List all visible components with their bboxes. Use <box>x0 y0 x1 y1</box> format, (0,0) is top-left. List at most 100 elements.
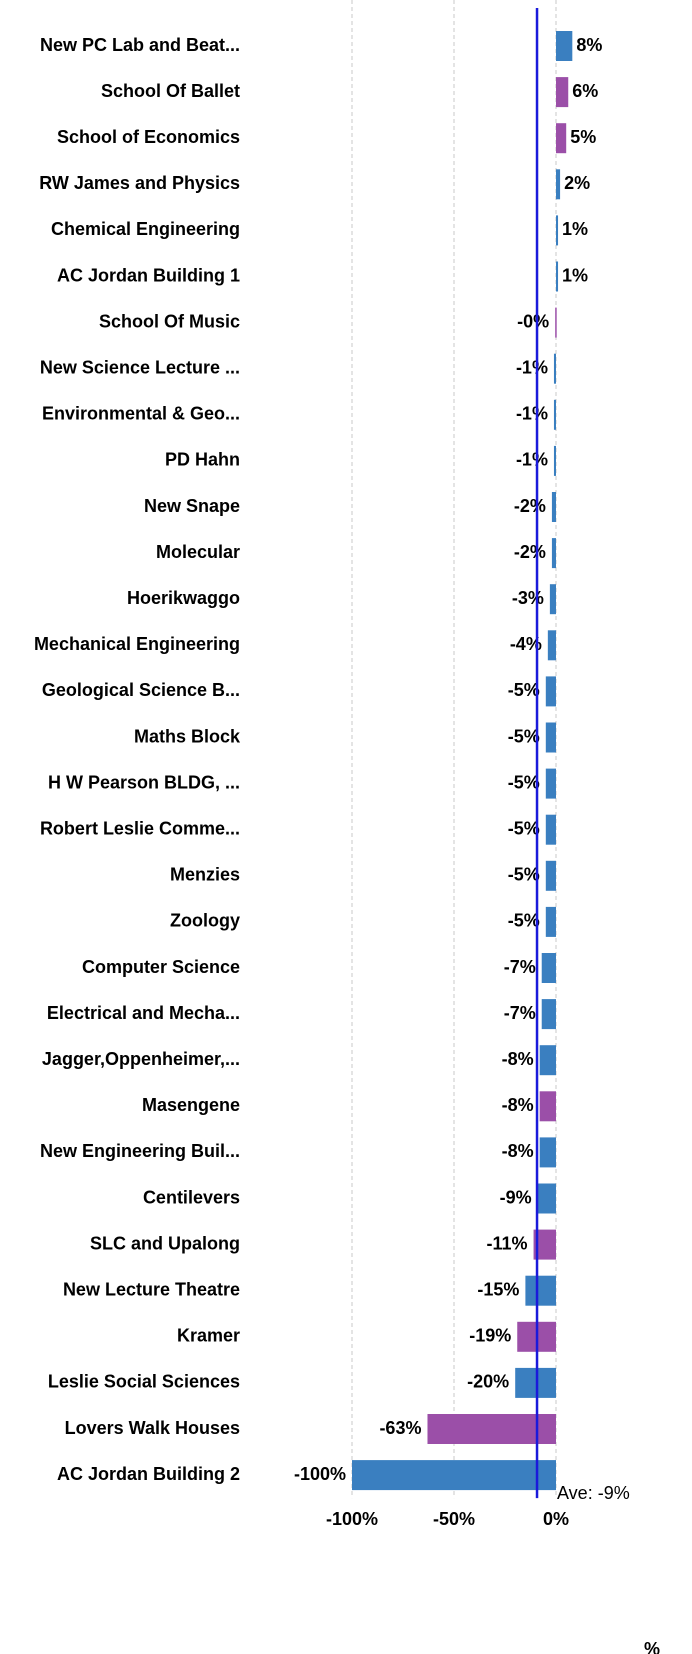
bar <box>545 722 556 753</box>
category-label: Jagger,Oppenheimer,... <box>42 1049 240 1069</box>
average-label: Ave: -9% <box>557 1483 630 1503</box>
bar <box>556 215 559 246</box>
bar <box>515 1367 556 1398</box>
value-label: -5% <box>508 726 540 746</box>
bar <box>549 584 556 615</box>
bar <box>427 1414 556 1444</box>
category-label: Computer Science <box>82 957 240 977</box>
value-label: -1% <box>516 357 548 377</box>
value-label: -4% <box>510 634 542 654</box>
bar <box>553 353 556 384</box>
category-label: Geological Science B... <box>42 680 240 700</box>
value-label: -7% <box>504 1003 536 1023</box>
category-label: Lovers Walk Houses <box>65 1418 240 1438</box>
value-label: -5% <box>508 772 540 792</box>
value-label: -9% <box>500 1187 532 1207</box>
bar <box>541 999 556 1030</box>
category-label: Zoology <box>170 911 240 931</box>
bar <box>553 399 556 430</box>
bar <box>556 261 559 292</box>
category-label: Mechanical Engineering <box>34 634 240 654</box>
category-label: Electrical and Mecha... <box>47 1003 240 1023</box>
bar <box>547 630 556 661</box>
bar <box>556 123 567 154</box>
bar <box>545 814 556 845</box>
category-label: New Engineering Buil... <box>40 1141 240 1161</box>
category-label: Hoerikwaggo <box>127 588 240 608</box>
category-label: New PC Lab and Beat... <box>40 35 240 55</box>
category-label: Centilevers <box>143 1187 240 1207</box>
bar <box>539 1137 556 1168</box>
bar <box>525 1275 556 1306</box>
bar <box>556 77 569 108</box>
bar <box>539 1045 556 1076</box>
category-label: Kramer <box>177 1326 240 1346</box>
value-label: -5% <box>508 680 540 700</box>
value-label: -2% <box>514 542 546 562</box>
category-label: RW James and Physics <box>39 173 240 193</box>
value-label: 2% <box>564 173 590 193</box>
value-label: -15% <box>477 1279 519 1299</box>
value-label: -1% <box>516 404 548 424</box>
category-label: School of Economics <box>57 127 240 147</box>
bar <box>533 1229 556 1260</box>
value-label: -8% <box>502 1141 534 1161</box>
category-label: Robert Leslie Comme... <box>40 818 240 838</box>
value-label: -8% <box>502 1049 534 1069</box>
category-label: School Of Music <box>99 311 240 331</box>
category-label: Masengene <box>142 1095 240 1115</box>
category-label: H W Pearson BLDG, ... <box>48 772 240 792</box>
x-tick-label: -50% <box>433 1509 475 1529</box>
value-label: -3% <box>512 588 544 608</box>
bar <box>551 538 556 569</box>
bar <box>556 169 561 200</box>
value-label: -20% <box>467 1372 509 1392</box>
value-label: 5% <box>570 127 596 147</box>
category-label: School Of Ballet <box>101 81 240 101</box>
value-label: -1% <box>516 450 548 470</box>
value-label: -5% <box>508 911 540 931</box>
bar <box>545 768 556 799</box>
value-label: -5% <box>508 865 540 885</box>
category-label: Environmental & Geo... <box>42 404 240 424</box>
bar <box>537 1183 556 1214</box>
category-label: Molecular <box>156 542 240 562</box>
category-label: PD Hahn <box>165 450 240 470</box>
bar <box>545 676 556 707</box>
category-label: Maths Block <box>134 726 241 746</box>
bar <box>352 1460 556 1491</box>
category-label: Menzies <box>170 865 240 885</box>
value-label: -8% <box>502 1095 534 1115</box>
bar <box>556 31 573 61</box>
bar <box>555 307 557 338</box>
category-label: AC Jordan Building 1 <box>57 265 240 285</box>
value-label: 1% <box>562 219 588 239</box>
value-label: -7% <box>504 957 536 977</box>
category-label: New Science Lecture ... <box>40 357 240 377</box>
bar <box>551 492 556 522</box>
x-axis-label: % <box>644 1639 660 1654</box>
category-label: Leslie Social Sciences <box>48 1372 240 1392</box>
value-label: 8% <box>576 35 602 55</box>
value-label: -0% <box>517 311 549 331</box>
value-label: -100% <box>294 1464 346 1484</box>
x-tick-label: 0% <box>543 1509 569 1529</box>
value-label: -11% <box>487 1233 528 1253</box>
category-label: New Snape <box>144 496 240 516</box>
category-label: New Lecture Theatre <box>63 1279 240 1299</box>
value-label: 6% <box>572 81 598 101</box>
category-label: AC Jordan Building 2 <box>57 1464 240 1484</box>
bar <box>545 906 556 937</box>
bar <box>545 860 556 891</box>
category-label: SLC and Upalong <box>90 1233 240 1253</box>
x-tick-label: -100% <box>326 1509 378 1529</box>
bar <box>541 953 556 983</box>
value-label: -2% <box>514 496 546 516</box>
value-label: -5% <box>508 818 540 838</box>
value-label: -19% <box>469 1326 511 1346</box>
value-label: -63% <box>379 1418 421 1438</box>
value-label: 1% <box>562 265 588 285</box>
category-label: Chemical Engineering <box>51 219 240 239</box>
bar <box>539 1091 556 1122</box>
